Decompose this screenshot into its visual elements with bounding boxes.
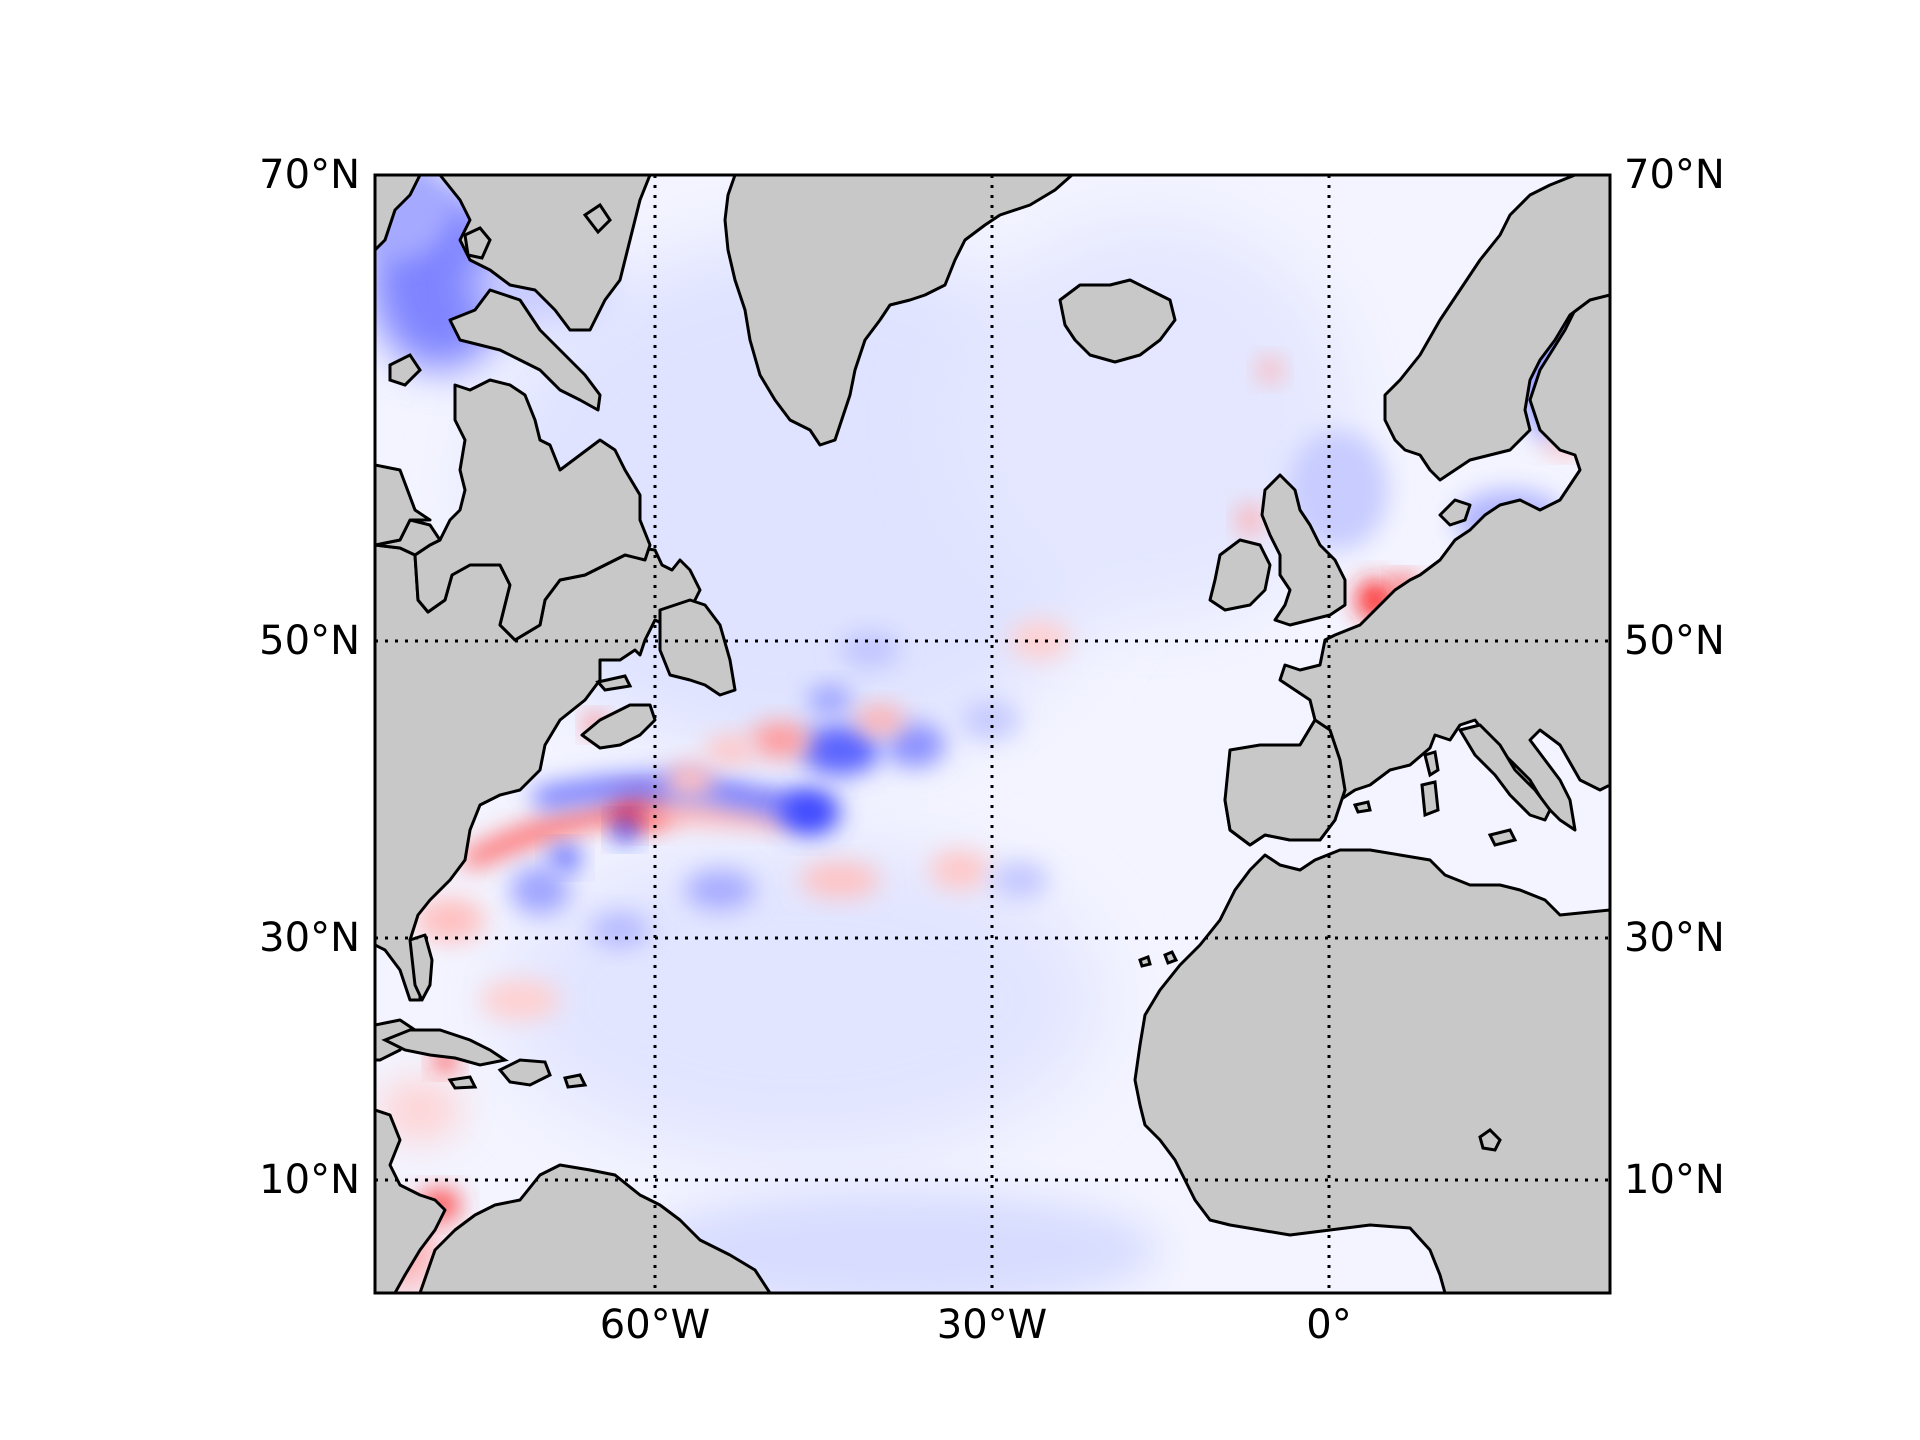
land-baffin-island [448,288,602,412]
lat-label-left-10n: 10°N [259,1157,360,1203]
latitude-labels-right: 10°N 30°N 50°N 70°N [1624,152,1725,1203]
land-masses [375,175,1610,1293]
lat-label-right-10n: 10°N [1624,1157,1725,1203]
land-africa [1133,848,1610,1293]
lat-label-left-50n: 50°N [259,618,360,664]
lon-label-0: 0° [1306,1302,1351,1348]
lat-label-right-30n: 30°N [1624,915,1725,961]
land-south-america [418,1163,772,1293]
lon-label-30w: 30°W [937,1302,1047,1348]
land-iberia [1223,718,1347,847]
land-great-britain [1260,473,1347,627]
land-ireland [1208,538,1272,612]
lat-label-left-70n: 70°N [259,152,360,198]
land-greenland [723,175,1074,447]
land-cuba [381,1028,509,1067]
land-iceland [1058,278,1177,364]
latitude-labels-left: 10°N 30°N 50°N 70°N [259,152,360,1203]
land-newfoundland [658,598,737,697]
map-frame [373,173,1612,1295]
graticule [375,175,1610,1293]
gulf-stream-negative-band [530,774,820,825]
land-central-america [375,1108,447,1293]
lat-label-right-70n: 70°N [1624,152,1725,198]
lat-label-right-50n: 50°N [1624,618,1725,664]
longitude-labels: 60°W 30°W 0° [600,1302,1352,1348]
lat-label-left-30n: 30°N [259,915,360,961]
land-italy [1458,723,1552,822]
lon-label-60w: 60°W [600,1302,710,1348]
